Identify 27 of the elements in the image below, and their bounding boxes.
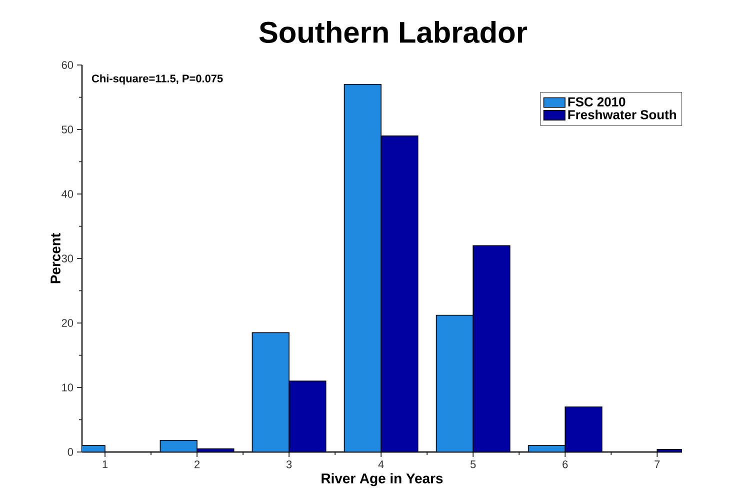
bar xyxy=(381,136,418,452)
bar xyxy=(252,332,290,452)
x-tick-label: 6 xyxy=(562,460,568,468)
legend-label: FSC 2010 xyxy=(568,97,626,106)
x-tick-label: 4 xyxy=(378,460,384,468)
y-tick-label: 0 xyxy=(68,448,74,456)
x-tick-label: 3 xyxy=(286,460,292,468)
bar xyxy=(344,84,382,452)
y-tick-label: 20 xyxy=(62,319,74,327)
x-tick-label: 5 xyxy=(470,460,476,468)
bar xyxy=(289,381,326,452)
chart-title: Southern Labrador xyxy=(259,21,528,43)
y-tick-label: 50 xyxy=(62,126,74,134)
x-tick-label: 7 xyxy=(654,460,660,468)
y-tick-label: 40 xyxy=(62,190,74,198)
x-tick-label: 1 xyxy=(102,460,108,468)
bar xyxy=(436,315,474,452)
legend-label: Freshwater South xyxy=(568,110,676,120)
x-axis-title: River Age in Years xyxy=(322,473,443,486)
bar xyxy=(565,406,602,452)
y-tick-label: 60 xyxy=(62,61,74,69)
annotation: Chi-square=11.5, P=0.075 xyxy=(92,74,223,85)
x-tick-label: 2 xyxy=(194,460,200,468)
y-tick-label: 30 xyxy=(62,254,74,262)
y-axis-title: Percent xyxy=(50,233,60,284)
bar xyxy=(473,246,510,452)
y-tick-label: 10 xyxy=(62,384,74,392)
